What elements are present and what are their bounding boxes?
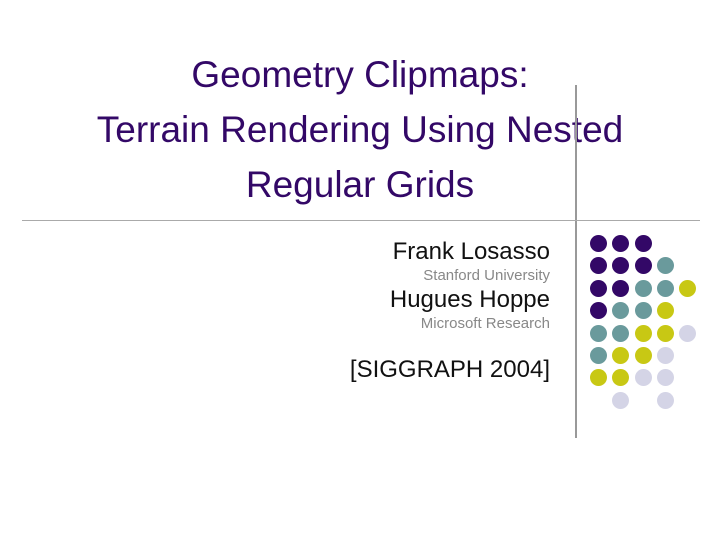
horizontal-divider <box>22 220 700 221</box>
decorative-dot <box>590 369 607 387</box>
author-name: Hugues Hoppe <box>389 286 550 313</box>
venue: [SIGGRAPH 2004] <box>349 356 550 383</box>
decorative-dot <box>612 391 630 409</box>
decorative-dot <box>634 279 652 297</box>
decorative-dot <box>679 324 697 342</box>
author-block: Frank Losasso Stanford University Hugues… <box>350 238 550 384</box>
decorative-dot <box>612 279 630 297</box>
decorative-dot <box>612 235 630 252</box>
decorative-dot <box>612 324 630 342</box>
decorative-dot <box>590 324 607 342</box>
decorative-dot <box>656 324 674 342</box>
decorative-dot <box>656 302 674 320</box>
decorative-dot <box>634 257 652 275</box>
decorative-dot <box>590 302 607 320</box>
decorative-dot <box>634 347 652 364</box>
author-affiliation: Microsoft Research <box>420 315 550 332</box>
decorative-dot <box>590 279 607 297</box>
decorative-dot <box>612 347 630 364</box>
decorative-dot <box>656 347 674 364</box>
decorative-dot <box>656 257 674 275</box>
decorative-dot <box>612 369 630 387</box>
decorative-dot <box>679 279 697 297</box>
title-line-3: Regular Grids <box>245 164 475 205</box>
decorative-dot <box>612 257 630 275</box>
slide-title: Geometry Clipmaps: Terrain Rendering Usi… <box>0 47 720 212</box>
author-affiliation: Stanford University <box>423 267 550 284</box>
decorative-dot <box>590 235 607 252</box>
decorative-dot <box>656 391 674 409</box>
author-name: Frank Losasso <box>392 238 550 265</box>
decorative-dot <box>634 235 652 252</box>
decorative-dot <box>656 279 674 297</box>
decorative-dot <box>634 369 652 387</box>
title-line-1: Geometry Clipmaps: <box>191 54 529 95</box>
title-line-2: Terrain Rendering Using Nested <box>96 109 624 150</box>
decorative-dot <box>634 302 652 320</box>
decorative-dot <box>634 324 652 342</box>
decorative-dot <box>612 302 630 320</box>
decorative-dot <box>656 369 674 387</box>
decorative-dot <box>590 257 607 275</box>
decorative-dot <box>590 347 607 364</box>
vertical-divider <box>575 85 577 438</box>
